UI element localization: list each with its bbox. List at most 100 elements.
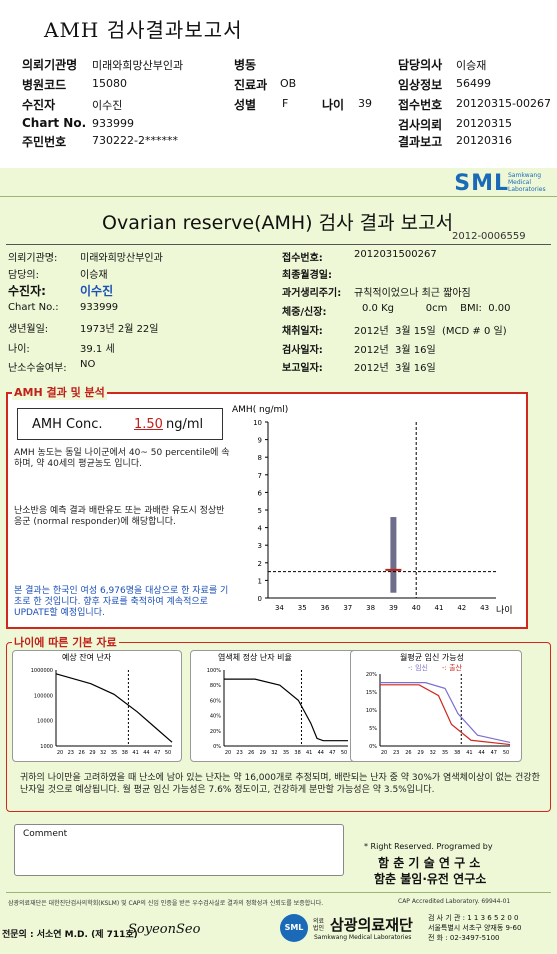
- foundation-logo-icon: SML: [280, 914, 308, 942]
- info-value: NO: [80, 359, 96, 370]
- header-label: 임상정보: [398, 78, 443, 92]
- x-tick-label: 41: [132, 750, 138, 756]
- rights-text: * Right Reserved. Programed by: [364, 842, 493, 851]
- x-tick-label: 38: [366, 604, 375, 612]
- x-tick-label: 29: [260, 750, 266, 756]
- age-section-title: 나이에 따른 기본 자료: [12, 634, 119, 650]
- info-value: 2012년 3월 15일 (MCD # 0 일): [354, 326, 507, 337]
- egg-count-panel: [12, 650, 182, 762]
- header-label: Chart No.: [22, 116, 87, 130]
- x-axis: 34 35 36 37 38 39 40 41 42 43: [268, 597, 496, 612]
- sml-logo-subtitle: Samkwang Medical Laboratories: [508, 172, 546, 193]
- certification-text: 삼광의료재단은 대한진단검사의학회(KSLM) 및 CAP의 신임 인증을 받은…: [8, 900, 324, 907]
- info-value: 2012년 3월 16일: [354, 363, 436, 374]
- y-tick-label: 0%: [213, 744, 221, 750]
- summary-text: 귀하의 나이만을 고려하였을 때 난소에 남아 있는 난자는 약 16,000개…: [20, 773, 540, 795]
- y-tick-label: 5%: [369, 726, 377, 732]
- header-value: 15080: [92, 77, 127, 90]
- info-value: 규칙적이었으나 최근 짧아짐: [354, 288, 471, 299]
- institute-2: 함춘 불임·유전 연구소: [374, 872, 487, 886]
- header-label: 담당의사: [398, 58, 443, 72]
- x-tick-label: 38: [454, 750, 460, 756]
- info-label: 수진자:: [8, 284, 46, 298]
- info-label: 의뢰기관명:: [8, 253, 58, 264]
- y-tick-label: 0: [258, 595, 262, 603]
- header-label: 검사의뢰: [398, 118, 443, 132]
- info-value: 933999: [80, 302, 119, 313]
- x-tick-label: 23: [68, 750, 74, 756]
- x-tick-label: 20: [225, 750, 231, 756]
- info-label: 난소수술여부:: [8, 363, 67, 374]
- y-tick-label: 100%: [207, 668, 222, 674]
- x-tick-label: 50: [165, 750, 171, 756]
- report-title: Ovarian reserve(AMH) 검사 결과 보고서: [102, 212, 454, 234]
- data-curve: [380, 684, 511, 746]
- header-value: 미래와희망산부인과: [92, 59, 184, 72]
- x-tick-label: 20: [381, 750, 387, 756]
- header-value: 이수진: [92, 99, 123, 112]
- sml-logo: SML: [454, 171, 509, 196]
- header-label: 수진자: [22, 98, 56, 112]
- x-tick-label: 37: [343, 604, 352, 612]
- chart-marks: [268, 422, 496, 598]
- amh-range-bar: [390, 517, 397, 593]
- egg-count-chart: 예상 잔여 난자 1000000 100000 10000 1000 20 23 26 29 3…: [31, 652, 173, 756]
- y-tick-label: 4: [258, 525, 263, 533]
- x-tick-label: 20: [57, 750, 63, 756]
- info-label: 생년월일:: [8, 324, 49, 335]
- amh-percentile-text: AMH 농도는 동일 나이군에서 40~ 50 percentile에 속하며,…: [14, 448, 230, 469]
- age-data-box: [6, 642, 551, 812]
- y-tick-label: 10000: [37, 719, 53, 725]
- info-label: 최종월경일:: [282, 270, 332, 281]
- header-value: F: [282, 97, 289, 110]
- header-value: 39: [358, 97, 372, 110]
- foundation-small: 의료법인: [313, 918, 325, 932]
- y-tick-label: 40%: [210, 714, 221, 720]
- x-tick-label: 32: [271, 750, 277, 756]
- amh-section-title: AMH 결과 및 분석: [12, 384, 107, 400]
- header-value: 20120316: [456, 134, 512, 147]
- y-tick-label: 7: [258, 472, 262, 480]
- header-label: 결과보고: [398, 135, 443, 149]
- info-value: 39.1 세: [80, 344, 115, 355]
- x-tick-label: 41: [306, 750, 312, 756]
- data-curve: [224, 678, 348, 742]
- x-tick-label: 29: [417, 750, 423, 756]
- patient-name: 이수진: [80, 284, 114, 298]
- info-label: 접수번호:: [282, 253, 323, 264]
- y-tick-label: 8: [258, 454, 262, 462]
- data-source-text: 본 결과는 한국인 여성 6,976명을 대상으로 한 자료를 기초로 한 것입…: [14, 586, 229, 618]
- page-title: AMH 검사결과보고서: [44, 18, 243, 42]
- header-value: 20120315: [456, 117, 512, 130]
- info-value: 2012년 3월 16일: [354, 345, 436, 356]
- x-tick-label: 35: [298, 604, 307, 612]
- x-tick-label: 47: [154, 750, 160, 756]
- header-value: OB: [280, 77, 297, 90]
- y-tick-label: 20%: [366, 672, 377, 678]
- legend-pregnancy: -: 임신: [408, 663, 428, 672]
- info-label: 나이:: [8, 344, 30, 355]
- data-curve: [380, 682, 511, 743]
- y-tick-label: 0%: [369, 744, 377, 750]
- y-tick-label: 15%: [366, 690, 377, 696]
- pregnancy-chart: 월평균 임신 가능성 -: 임신 -: 출산 20% 15% 10% 5% 0% 20 23…: [366, 652, 511, 756]
- info-label: 담당의:: [8, 270, 39, 281]
- report-number: 2012-0006559: [452, 231, 526, 242]
- x-tick-label: 32: [430, 750, 436, 756]
- header-label: 병동: [234, 58, 257, 72]
- institute-1: 함 춘 기 술 연 구 소: [378, 856, 481, 870]
- info-label: 채취일자:: [282, 326, 323, 337]
- foundation-en: Samkwang Medical Laboratories: [314, 934, 412, 941]
- info-label: Chart No.:: [8, 302, 59, 313]
- chart-xlabel: 나이: [496, 605, 513, 616]
- x-tick-label: 50: [341, 750, 347, 756]
- info-label: 보고일자:: [282, 363, 323, 374]
- header-value: 56499: [456, 77, 491, 90]
- header-label: 주민번호: [22, 135, 67, 149]
- x-tick-label: 35: [442, 750, 448, 756]
- x-tick-label: 26: [248, 750, 254, 756]
- y-tick-label: 1: [258, 577, 262, 585]
- y-axis: 0 1 2 3 4 5 6 7 8 9 10: [253, 419, 269, 603]
- y-tick-label: 9: [258, 437, 262, 445]
